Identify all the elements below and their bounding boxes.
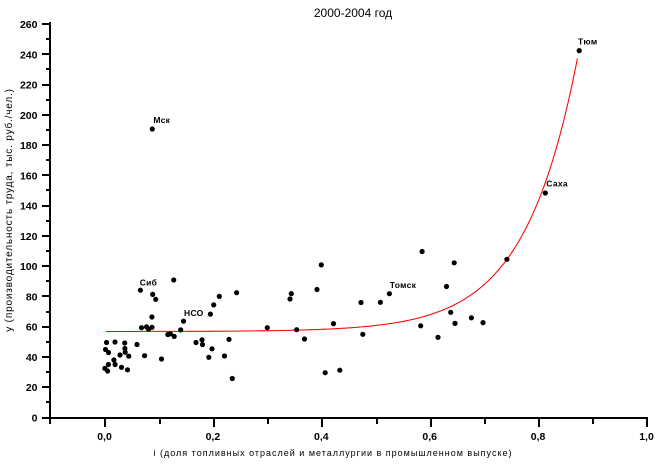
svg-text:60: 60 <box>26 322 38 334</box>
svg-text:0: 0 <box>32 413 38 425</box>
svg-text:260: 260 <box>20 19 38 31</box>
svg-text:Мск: Мск <box>153 115 170 125</box>
svg-text:20: 20 <box>26 382 38 394</box>
svg-text:220: 220 <box>20 80 38 92</box>
svg-text:Сиб: Сиб <box>140 277 158 287</box>
svg-text:0,0: 0,0 <box>97 431 112 443</box>
svg-text:НСО: НСО <box>184 308 204 318</box>
svg-text:180: 180 <box>20 140 38 152</box>
svg-text:140: 140 <box>20 201 38 213</box>
svg-text:100: 100 <box>20 261 38 273</box>
svg-text:Саха: Саха <box>546 178 568 188</box>
svg-text:2000-2004 год: 2000-2004 год <box>314 6 392 20</box>
svg-text:40: 40 <box>26 352 38 364</box>
svg-text:i (доля топливных отраслей и м: i (доля топливных отраслей и металлургии… <box>154 448 513 458</box>
svg-text:0,4: 0,4 <box>314 431 329 443</box>
svg-text:0,8: 0,8 <box>531 431 546 443</box>
svg-text:160: 160 <box>20 170 38 182</box>
svg-text:Тюм: Тюм <box>578 37 597 47</box>
svg-text:1,0: 1,0 <box>639 431 654 443</box>
svg-text:240: 240 <box>20 49 38 61</box>
svg-text:200: 200 <box>20 110 38 122</box>
svg-text:120: 120 <box>20 231 38 243</box>
svg-text:0,2: 0,2 <box>206 431 221 443</box>
svg-text:0,6: 0,6 <box>422 431 437 443</box>
svg-text:у (производительность труда, т: у (производительность труда, тыс. руб./ч… <box>3 88 15 331</box>
svg-text:Томск: Томск <box>390 280 417 290</box>
svg-text:80: 80 <box>26 291 38 303</box>
